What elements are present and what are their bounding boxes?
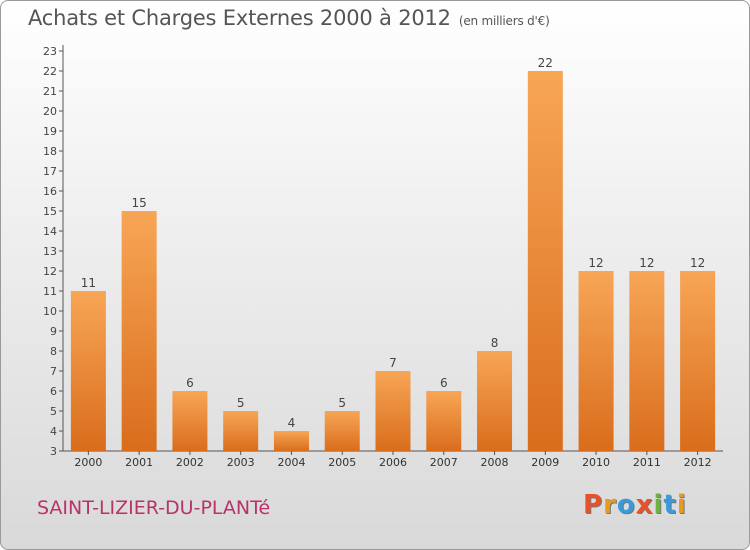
chart-title-text: Achats et Charges Externes 2000 à 2012 (28, 6, 451, 30)
x-tick-label: 2001 (125, 456, 153, 469)
bar (426, 391, 462, 451)
bar (629, 271, 665, 451)
bar-value-label: 22 (538, 56, 553, 70)
logo-letter: P (583, 490, 604, 520)
x-tick-label: 2004 (277, 456, 305, 469)
x-tick-label: 2002 (176, 456, 204, 469)
logo-letter: i (676, 490, 687, 520)
y-tick-label: 4 (50, 425, 57, 438)
y-tick-label: 11 (43, 285, 57, 298)
bar-value-label: 6 (440, 376, 448, 390)
bar-value-label: 4 (288, 416, 296, 430)
y-tick-label: 22 (43, 65, 57, 78)
bar-value-label: 8 (491, 336, 499, 350)
y-tick-label: 16 (43, 185, 57, 198)
y-tick-label: 21 (43, 85, 57, 98)
bar-value-label: 12 (588, 256, 603, 270)
bar (324, 411, 360, 451)
x-tick-label: 2005 (328, 456, 356, 469)
bar (527, 71, 563, 451)
bar (477, 351, 513, 451)
logo-letter: r (603, 490, 617, 520)
bar-value-label: 7 (389, 356, 397, 370)
bar (273, 431, 309, 451)
y-tick-label: 5 (50, 405, 57, 418)
logo-letter: o (616, 490, 636, 520)
y-tick-label: 8 (50, 345, 57, 358)
y-tick-label: 17 (43, 165, 57, 178)
bar (121, 211, 157, 451)
chart-title: Achats et Charges Externes 2000 à 2012 (e… (28, 6, 550, 30)
bar (172, 391, 208, 451)
y-tick-label: 23 (43, 45, 57, 58)
bar (578, 271, 614, 451)
bar (223, 411, 259, 451)
chart-subtitle: (en milliers d'€) (458, 14, 550, 28)
y-tick-label: 10 (43, 305, 57, 318)
x-tick-label: 2003 (227, 456, 255, 469)
x-tick-label: 2012 (684, 456, 712, 469)
y-tick-label: 6 (50, 385, 57, 398)
x-tick-label: 2007 (430, 456, 458, 469)
bar-value-label: 12 (690, 256, 705, 270)
x-tick-label: 2011 (633, 456, 661, 469)
bar (70, 291, 106, 451)
x-tick-label: 2010 (582, 456, 610, 469)
y-tick-label: 15 (43, 205, 57, 218)
bar-value-label: 11 (81, 276, 96, 290)
bar-value-label: 5 (338, 396, 346, 410)
y-tick-label: 14 (43, 225, 57, 238)
y-tick-label: 9 (50, 325, 57, 338)
logo-letter: t (663, 490, 677, 520)
bar (375, 371, 411, 451)
x-tick-label: 2009 (531, 456, 559, 469)
place-name: SAINT-LIZIER-DU-PLANTé (37, 497, 271, 519)
y-tick-label: 7 (50, 365, 57, 378)
y-tick-label: 18 (43, 145, 57, 158)
proxiti-logo: Proxiti (583, 490, 687, 520)
x-tick-label: 2000 (74, 456, 102, 469)
y-tick-label: 12 (43, 265, 57, 278)
bar-value-label: 6 (186, 376, 194, 390)
bar-value-label: 12 (639, 256, 654, 270)
x-tick-label: 2008 (481, 456, 509, 469)
y-tick-label: 3 (50, 445, 57, 458)
logo-letter: i (653, 490, 664, 520)
bar-value-label: 15 (132, 196, 147, 210)
bar-value-label: 5 (237, 396, 245, 410)
y-tick-label: 13 (43, 245, 57, 258)
y-tick-label: 19 (43, 125, 57, 138)
x-tick-label: 2006 (379, 456, 407, 469)
y-tick-label: 20 (43, 105, 57, 118)
logo-letter: x (635, 490, 654, 520)
bar (680, 271, 716, 451)
